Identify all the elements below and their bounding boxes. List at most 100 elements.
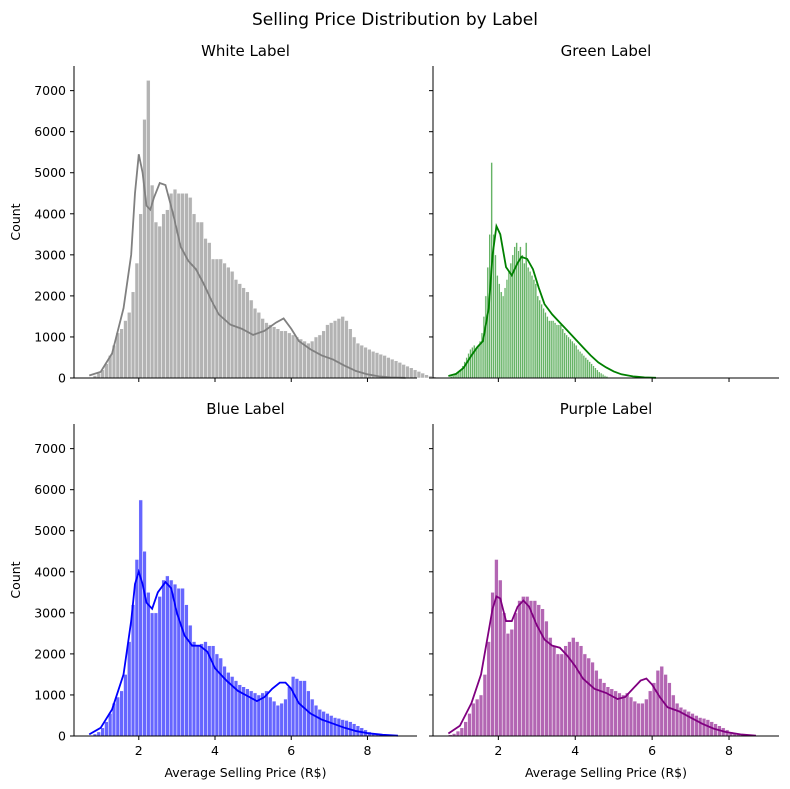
histogram-bar [548, 637, 553, 737]
histogram-bar [505, 633, 511, 737]
histogram-bar [275, 704, 281, 737]
histogram-bar [271, 326, 277, 379]
histogram-bar [104, 721, 109, 737]
histogram-bar [336, 318, 342, 379]
histogram-bar [559, 324, 563, 379]
histogram-bar [501, 295, 505, 379]
y-tick-label: 3000 [34, 247, 66, 262]
histogram-bar [532, 279, 536, 379]
histogram-bar [252, 307, 258, 379]
histogram-bar [561, 328, 564, 379]
histogram-bar [540, 303, 543, 379]
histogram-bar [509, 262, 513, 379]
histogram-bar [598, 678, 603, 737]
panel-blue-label: 0 1000 2000 3000 4000 5000 6000 7000 2 4 6 8 Blue La… [8, 400, 417, 780]
x-axis-label: Average Selling Price (R$) [525, 765, 687, 780]
histogram-bar [298, 680, 303, 737]
x-tick-label: 8 [725, 743, 733, 758]
kde-curve [447, 595, 757, 737]
kde-curve [88, 154, 406, 379]
y-tick-label: 4000 [34, 206, 66, 221]
histogram-bar [482, 316, 486, 379]
histogram-bar [644, 698, 649, 737]
histogram-bar [294, 678, 300, 737]
figure-title: Selling Price Distribution by Label [252, 10, 538, 30]
histogram-bar [351, 336, 357, 379]
histogram-bar [218, 657, 223, 737]
y-tick-label: 1000 [34, 687, 66, 702]
histogram-bar [393, 360, 399, 379]
histogram-bar [632, 700, 637, 737]
histogram-bar [584, 357, 588, 379]
histogram-bar [332, 717, 338, 737]
histogram-bar [519, 246, 522, 379]
histogram-bar [108, 713, 113, 737]
histogram-bar [401, 364, 406, 379]
histogram-bar [571, 340, 574, 379]
histogram-bar [199, 221, 204, 379]
histogram-bar [471, 702, 476, 737]
histogram-bar [298, 338, 303, 379]
histogram-bar [386, 357, 391, 379]
histogram-bar [674, 702, 680, 737]
histogram-bars [448, 162, 616, 379]
histogram-bar [279, 702, 284, 737]
histogram-bar [648, 690, 653, 737]
histogram-bar [500, 291, 503, 379]
histogram-bar [469, 349, 472, 379]
histogram-bar [574, 344, 578, 379]
facet-grid: 0 1000 2000 3000 4000 5000 6000 7000 White Label… [8, 42, 779, 780]
histogram-bar [191, 213, 197, 379]
histogram-bar [241, 287, 246, 379]
histogram-bar [540, 608, 545, 737]
histogram-bar [119, 690, 124, 737]
y-tick-label: 3000 [34, 605, 66, 620]
histogram-bar [214, 653, 220, 737]
histogram-bar [498, 283, 501, 379]
histogram-bar [580, 353, 584, 379]
histogram-bar [275, 328, 281, 379]
histogram-bar [530, 275, 534, 379]
histogram-bar [340, 316, 345, 379]
histogram-bar [325, 324, 330, 379]
subplot-title: Blue Label [206, 400, 284, 418]
y-tick-label: 6000 [34, 124, 66, 139]
y-axis-label: Count [8, 203, 23, 240]
histogram-bar [199, 643, 204, 737]
histogram-bar [476, 344, 480, 379]
histogram-bar [544, 620, 549, 737]
histogram-bar [191, 641, 197, 737]
x-tick-label: 4 [211, 743, 219, 758]
histogram-bars [88, 499, 395, 737]
histogram-bar [671, 694, 676, 737]
histogram-bar [127, 641, 132, 737]
histogram-bar [550, 320, 553, 379]
histogram-bar [165, 575, 170, 737]
histogram-bar [628, 696, 634, 737]
histogram-bar [210, 258, 216, 379]
histogram-bar [494, 559, 499, 737]
histogram-bar [237, 283, 242, 379]
histogram-bar [321, 711, 326, 737]
histogram-bar [555, 324, 559, 379]
y-tick-label: 0 [58, 729, 66, 744]
histogram-bar [553, 322, 557, 379]
histogram-bar [701, 718, 707, 737]
histogram-bar [571, 637, 576, 737]
histogram-bar [582, 355, 586, 379]
histogram-bar [551, 320, 555, 379]
histogram-bar [374, 352, 380, 379]
histogram-bar [690, 713, 695, 737]
histogram-bar [705, 719, 711, 737]
histogram-bar [698, 717, 703, 737]
histogram-bar [526, 266, 530, 379]
histogram-bar [180, 587, 185, 737]
histogram-bar [313, 704, 319, 737]
histogram-bar [96, 731, 101, 737]
histogram-bar [203, 238, 208, 379]
histogram-bar [325, 713, 330, 737]
histogram-bar [176, 587, 181, 737]
histogram-bar [161, 213, 166, 379]
histogram-bar [176, 193, 181, 379]
histogram-bar [573, 342, 576, 379]
